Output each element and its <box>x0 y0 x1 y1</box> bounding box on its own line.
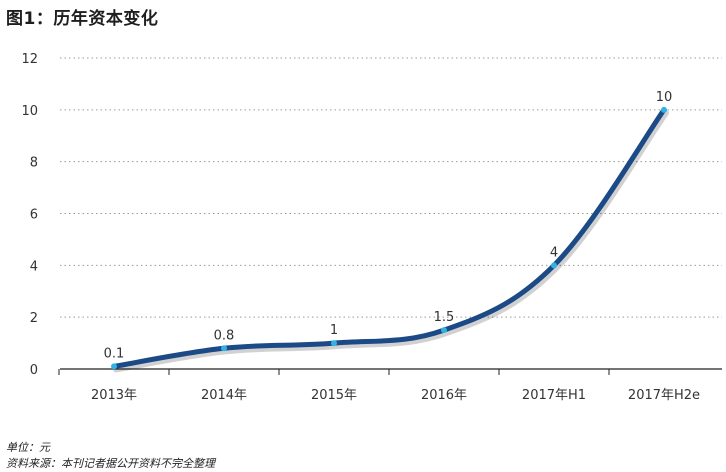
y-tick-label: 12 <box>21 52 38 67</box>
x-tick-label: 2016年 <box>421 388 467 403</box>
figure-title: 图1：历年资本变化 <box>6 9 159 29</box>
data-point <box>661 106 667 113</box>
series-line-shadow <box>113 109 669 373</box>
data-label: 1 <box>330 323 338 338</box>
x-tick-label: 2017年H2e <box>628 388 700 403</box>
y-tick-label: 2 <box>30 311 38 326</box>
data-label: 1.5 <box>434 310 455 325</box>
data-label: 0.8 <box>214 328 235 343</box>
x-tick-label: 2014年 <box>201 388 247 403</box>
data-label: 0.1 <box>104 346 125 361</box>
y-tick-label: 6 <box>30 208 38 223</box>
data-point <box>331 340 337 347</box>
y-tick-label: 8 <box>30 156 38 171</box>
series-line <box>111 107 667 369</box>
data-point <box>441 327 447 334</box>
x-tick-label: 2013年 <box>91 388 137 403</box>
data-point <box>111 363 117 370</box>
x-tick-label: 2015年 <box>311 388 357 403</box>
unit-note: 单位：元 <box>6 441 50 454</box>
y-tick-label: 0 <box>30 363 38 378</box>
data-label: 10 <box>656 90 673 105</box>
y-tick-label: 10 <box>21 104 38 119</box>
source-note: 资料来源：本刊记者据公开资料不完全整理 <box>6 457 215 470</box>
y-tick-label: 4 <box>30 259 38 274</box>
data-point <box>551 262 557 269</box>
data-label: 4 <box>550 245 558 260</box>
data-point <box>221 345 227 352</box>
x-tick-label: 2017年H1 <box>522 388 586 403</box>
